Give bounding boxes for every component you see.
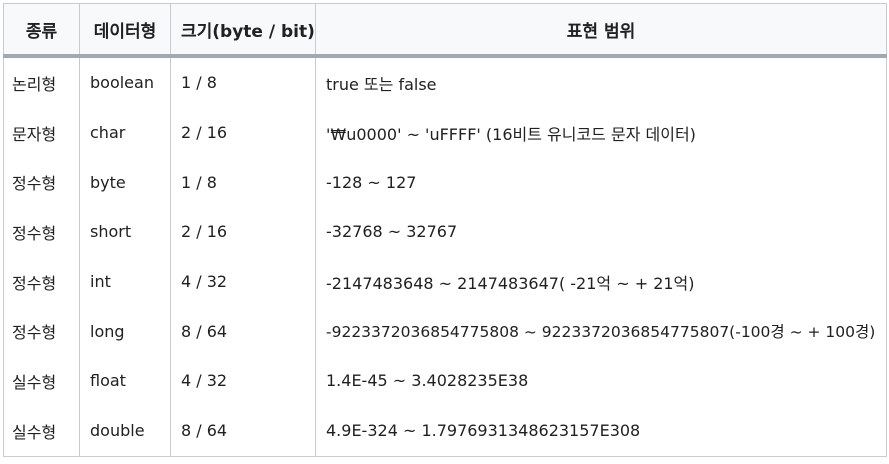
cell-size: 4 / 32 <box>170 356 316 406</box>
cell-type: char <box>79 107 171 158</box>
cell-kind: 실수형 <box>3 405 80 457</box>
cell-kind: 정수형 <box>3 207 80 257</box>
cell-type: boolean <box>79 56 171 108</box>
cell-size: 1 / 8 <box>170 157 316 208</box>
cell-range: -128 ~ 127 <box>315 157 887 208</box>
table-row: 실수형 float 4 / 32 1.4E-45 ~ 3.4028235E38 <box>3 356 887 406</box>
table-row: 논리형 boolean 1 / 8 true 또는 false <box>3 56 887 108</box>
table-body: 논리형 boolean 1 / 8 true 또는 false 문자형 char… <box>3 56 887 457</box>
cell-range: 4.9E-324 ~ 1.7976931348623157E308 <box>315 405 887 457</box>
cell-type: int <box>79 256 171 307</box>
cell-size: 4 / 32 <box>170 256 316 307</box>
cell-range: 1.4E-45 ~ 3.4028235E38 <box>315 356 887 406</box>
cell-size: 8 / 64 <box>170 405 316 457</box>
cell-type: short <box>79 207 171 257</box>
cell-type: byte <box>79 157 171 208</box>
header-row: 종류 데이터형 크기(byte / bit) 표현 범위 <box>3 3 887 58</box>
table-row: 정수형 int 4 / 32 -2147483648 ~ 2147483647(… <box>3 256 887 307</box>
cell-kind: 정수형 <box>3 256 80 307</box>
cell-kind: 논리형 <box>3 56 80 108</box>
cell-range: -9223372036854775808 ~ 92233720368547758… <box>315 306 887 357</box>
cell-size: 8 / 64 <box>170 306 316 357</box>
cell-size: 2 / 16 <box>170 107 316 158</box>
table-row: 실수형 double 8 / 64 4.9E-324 ~ 1.797693134… <box>3 405 887 457</box>
cell-type: float <box>79 356 171 406</box>
header-type: 데이터형 <box>79 3 171 58</box>
cell-range: '₩u0000' ~ 'uFFFF' (16비트 유니코드 문자 데이터) <box>315 107 887 158</box>
table-row: 정수형 short 2 / 16 -32768 ~ 32767 <box>3 207 887 257</box>
cell-type: double <box>79 405 171 457</box>
cell-kind: 실수형 <box>3 356 80 406</box>
cell-kind: 문자형 <box>3 107 80 158</box>
cell-size: 2 / 16 <box>170 207 316 257</box>
table-row: 문자형 char 2 / 16 '₩u0000' ~ 'uFFFF' (16비트… <box>3 107 887 158</box>
header-kind: 종류 <box>3 3 80 58</box>
cell-type: long <box>79 306 171 357</box>
cell-range: -2147483648 ~ 2147483647( -21억 ~ + 21억) <box>315 256 887 307</box>
cell-kind: 정수형 <box>3 306 80 357</box>
cell-range: -32768 ~ 32767 <box>315 207 887 257</box>
cell-range: true 또는 false <box>315 56 887 108</box>
data-type-table: 종류 데이터형 크기(byte / bit) 표현 범위 논리형 boolean… <box>3 3 887 457</box>
table-row: 정수형 long 8 / 64 -9223372036854775808 ~ 9… <box>3 306 887 357</box>
cell-kind: 정수형 <box>3 157 80 208</box>
table-row: 정수형 byte 1 / 8 -128 ~ 127 <box>3 157 887 208</box>
header-range: 표현 범위 <box>315 3 887 58</box>
table-header: 종류 데이터형 크기(byte / bit) 표현 범위 <box>3 3 887 58</box>
header-size: 크기(byte / bit) <box>170 3 316 58</box>
cell-size: 1 / 8 <box>170 56 316 108</box>
